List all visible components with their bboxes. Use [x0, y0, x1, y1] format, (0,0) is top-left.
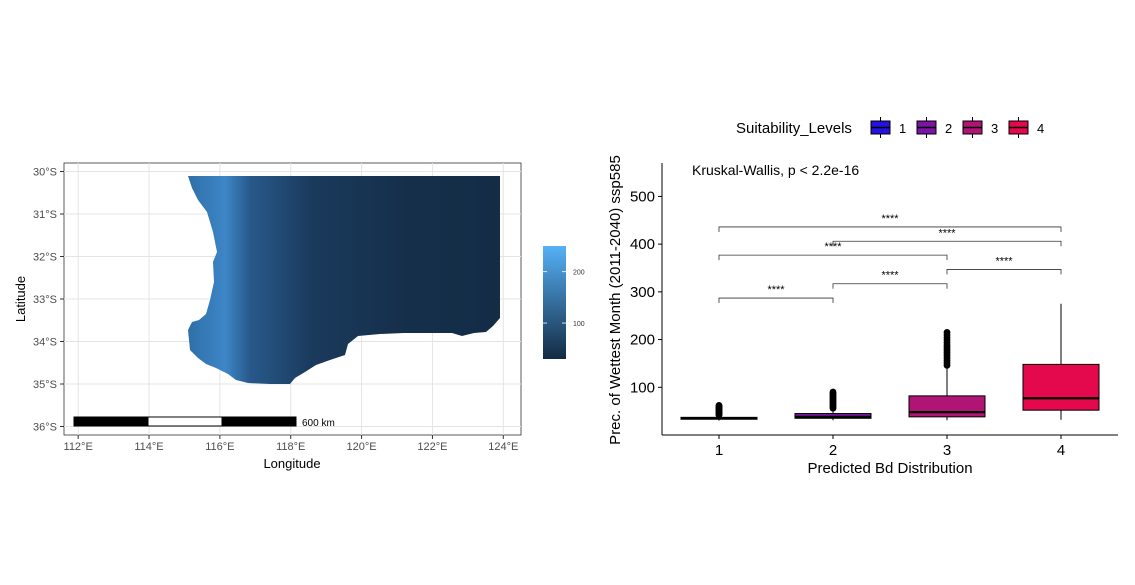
map-x-tick-label: 124°E — [488, 441, 518, 453]
map-y-tick-label: 32°S — [33, 252, 57, 264]
bracket-2-4: **** — [832, 227, 1062, 247]
boxplot-x-tick-label: 1 — [715, 442, 723, 459]
map-y-tick-label: 31°S — [33, 209, 57, 221]
bracket-1-4: **** — [718, 213, 1062, 232]
bracket-3-4: **** — [946, 255, 1062, 275]
boxplot-panel: Suitability_Levels 1 2 3 4 Kruskal-Wallis, … — [607, 117, 1118, 477]
legend-label: 2 — [945, 121, 952, 136]
legend-label: 3 — [991, 121, 998, 136]
boxplot-y-tick-label: 400 — [630, 236, 655, 253]
colorbar: 100 200 — [543, 246, 585, 359]
significance-brackets: **** **** **** **** **** **** — [718, 213, 1062, 304]
bracket-label: **** — [938, 227, 956, 239]
legend-title: Suitability_Levels — [736, 120, 852, 137]
map-x-tick-label: 112°E — [64, 441, 93, 453]
legend-label: 1 — [899, 121, 906, 136]
box-body — [908, 395, 986, 418]
map-y-tick-label: 33°S — [33, 294, 57, 306]
box-4 — [1022, 303, 1100, 420]
boxplot-axes: 100 200 300 400 500 1 2 3 4 — [630, 163, 1118, 459]
box-body — [1022, 363, 1100, 411]
boxes — [680, 303, 1100, 421]
map-x-tick-label: 118°E — [276, 441, 305, 453]
bracket-line — [832, 283, 948, 289]
bracket-label: **** — [881, 270, 899, 282]
bracket-label: **** — [881, 213, 899, 225]
map-y-axis-label: Latitude — [13, 276, 28, 322]
box-outlier-point — [829, 388, 837, 396]
scale-bar-segment-2 — [147, 416, 223, 427]
bracket-line — [718, 297, 834, 304]
scale-bar-segment-1 — [73, 416, 149, 427]
map-x-tick-label: 116°E — [205, 441, 234, 453]
boxplot-y-tick-label: 500 — [630, 188, 655, 205]
box-outlier-point — [715, 402, 723, 409]
boxplot-y-axis-label: Prec. of Wettest Month (2011-2040) ssp58… — [607, 155, 624, 445]
land-raster — [188, 176, 500, 384]
map-y-tick-label: 34°S — [33, 337, 57, 349]
colorbar-tick-label: 200 — [573, 270, 585, 277]
map-panel: 112°E 114°E 116°E 118°E 120°E 122°E 124°E 30°S 3… — [13, 162, 585, 471]
box-outlier-point — [943, 329, 951, 336]
boxplot-y-tick-label: 100 — [630, 379, 655, 396]
bracket-line — [832, 240, 1062, 247]
scale-bar-segment-3 — [221, 416, 297, 427]
map-y-tick-label: 30°S — [33, 167, 57, 179]
legend-item-3: 3 — [962, 117, 998, 138]
bracket-line — [946, 269, 1062, 275]
boxplot-y-tick-label: 200 — [630, 332, 655, 349]
legend-item-1: 1 — [870, 117, 906, 138]
boxplot-x-tick-label: 4 — [1057, 442, 1065, 459]
colorbar-gradient — [543, 246, 566, 359]
bracket-label: **** — [824, 241, 842, 253]
boxplot-y-tick-label: 300 — [630, 284, 655, 301]
test-annotation: Kruskal-Wallis, p < 2.2e-16 — [692, 162, 859, 178]
colorbar-ticks: 100 200 — [543, 270, 585, 328]
box-1 — [680, 402, 758, 421]
legend-label: 4 — [1037, 121, 1044, 136]
boxplot-x-tick-label: 2 — [829, 442, 837, 459]
boxplot-x-tick-label: 3 — [943, 442, 951, 459]
legend-item-2: 2 — [916, 117, 952, 138]
legend-items: 1 2 3 4 — [870, 117, 1044, 138]
scale-bar-label: 600 km — [302, 418, 335, 429]
bracket-label: **** — [995, 255, 1013, 267]
scale-bar: 600 km — [73, 416, 335, 429]
box-3 — [908, 329, 986, 421]
bracket-2-3: **** — [832, 270, 948, 289]
bracket-line — [718, 226, 1062, 232]
colorbar-tick-label: 100 — [573, 321, 585, 328]
bracket-line — [718, 254, 948, 261]
map-y-tick-label: 36°S — [33, 422, 57, 434]
map-y-tick-label: 35°S — [33, 379, 57, 391]
box-2 — [794, 388, 872, 421]
bracket-1-2: **** — [718, 284, 834, 304]
legend-item-4: 4 — [1008, 117, 1044, 138]
boxplot-x-axis-label: Predicted Bd Distribution — [807, 460, 972, 477]
map-x-tick-label: 120°E — [347, 441, 377, 453]
map-axes: 112°E 114°E 116°E 118°E 120°E 122°E 124°E 30°S 3… — [33, 167, 518, 454]
map-x-tick-label: 114°E — [134, 441, 163, 453]
bracket-label: **** — [767, 284, 785, 296]
legend: Suitability_Levels 1 2 3 4 — [736, 117, 1044, 138]
map-x-tick-label: 122°E — [417, 441, 447, 453]
map-x-axis-label: Longitude — [263, 456, 320, 471]
bracket-1-3: **** — [718, 241, 948, 261]
